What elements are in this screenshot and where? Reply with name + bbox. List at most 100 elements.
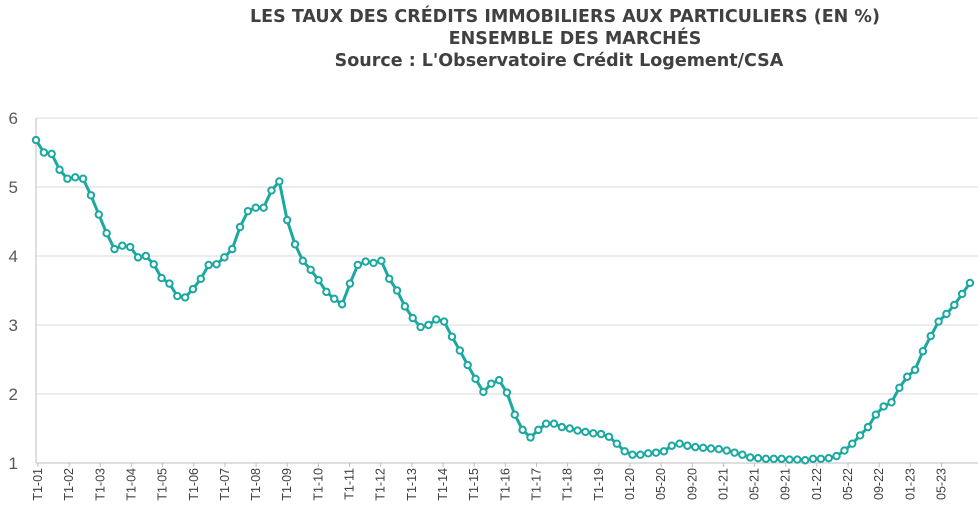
data-point [887, 398, 896, 407]
data-point [165, 279, 174, 288]
chart-source: Source : L'Observatoire Crédit Logement/… [334, 51, 784, 71]
data-point [769, 454, 778, 464]
data-point [31, 135, 41, 145]
data-point [926, 331, 935, 341]
data-point [384, 274, 394, 283]
data-point [730, 448, 739, 457]
data-point [510, 410, 519, 419]
data-point [447, 332, 457, 341]
data-point [282, 215, 292, 225]
data-point [895, 383, 904, 392]
x-tick-label: 01-21 [716, 468, 730, 500]
data-point [141, 251, 151, 261]
data-point [785, 455, 794, 464]
series-line [34, 139, 972, 462]
data-point [377, 256, 386, 266]
data-point [220, 253, 229, 262]
data-point [463, 360, 472, 370]
data-point [808, 454, 818, 464]
x-tick-label: T1-16 [498, 468, 512, 501]
data-point [55, 165, 64, 174]
data-point [541, 419, 551, 428]
data-point [479, 387, 488, 397]
data-point [196, 274, 206, 283]
data-point [439, 317, 449, 326]
data-point [432, 315, 441, 324]
x-tick-label: T1-06 [187, 468, 201, 501]
y-tick-label: 3 [9, 316, 18, 335]
data-point [957, 289, 967, 299]
data-point [620, 447, 629, 456]
data-point [416, 322, 425, 332]
data-point [698, 443, 708, 453]
x-tick-label: 05-20 [654, 468, 668, 500]
data-point [63, 174, 72, 183]
data-point [644, 449, 653, 458]
data-point [110, 244, 119, 254]
data-point [125, 242, 135, 252]
data-point [793, 455, 802, 464]
data-point [832, 451, 841, 461]
chart-title-block: LES TAUX DES CRÉDITS IMMOBILIERS AUX PAR… [0, 6, 980, 72]
data-point [408, 313, 417, 323]
x-tick-label: 01-22 [810, 468, 824, 500]
x-tick-label: 09-20 [685, 468, 699, 500]
y-tick-label: 1 [9, 454, 18, 473]
data-point [714, 445, 724, 454]
data-point [800, 456, 810, 465]
x-tick-label: 09-21 [779, 468, 793, 500]
data-point [816, 454, 826, 464]
data-point [251, 203, 260, 212]
data-point [691, 442, 700, 452]
data-point [604, 432, 614, 441]
data-point [879, 402, 888, 411]
data-point [683, 441, 692, 450]
data-point [471, 374, 480, 384]
data-point [942, 309, 951, 319]
chart-title: LES TAUX DES CRÉDITS IMMOBILIERS AUX PAR… [250, 7, 880, 27]
data-point [353, 260, 362, 270]
data-point [47, 149, 56, 159]
x-tick-label: T1-10 [311, 468, 325, 501]
x-tick-label: 05-23 [935, 468, 949, 500]
x-tick-label: T1-14 [436, 468, 450, 501]
x-tick-label: T1-08 [249, 468, 263, 501]
x-tick-label: T1-18 [561, 468, 575, 501]
data-point [330, 294, 339, 303]
data-point [651, 448, 661, 457]
x-tick-label: T1-01 [31, 468, 45, 501]
data-point [863, 422, 873, 432]
data-point [950, 300, 959, 310]
x-tick-label: 01-23 [903, 468, 917, 500]
data-point [228, 244, 237, 254]
x-tick-label: T1-15 [467, 468, 481, 501]
data-point [706, 444, 716, 453]
data-point [581, 427, 590, 437]
data-point [777, 454, 786, 464]
data-point [526, 433, 535, 442]
data-point [322, 287, 331, 297]
data-point [235, 222, 245, 232]
data-point [965, 278, 975, 288]
y-tick-label: 5 [9, 178, 18, 197]
data-point [746, 453, 755, 462]
data-point [400, 302, 410, 311]
data-point [675, 439, 684, 448]
data-point [596, 429, 606, 439]
data-point [39, 148, 49, 157]
data-point [392, 286, 402, 295]
x-tick-label: 01-20 [623, 468, 637, 500]
data-point [212, 260, 221, 269]
data-point [78, 174, 88, 183]
data-point [118, 241, 127, 250]
x-tick-label: 05-21 [748, 468, 762, 500]
data-point [761, 454, 771, 464]
data-point [934, 317, 943, 326]
data-point [188, 284, 198, 294]
data-point [71, 173, 80, 182]
data-point [259, 203, 268, 212]
data-point [824, 453, 833, 463]
data-point [345, 279, 355, 288]
x-tick-label: T1-13 [405, 468, 419, 501]
